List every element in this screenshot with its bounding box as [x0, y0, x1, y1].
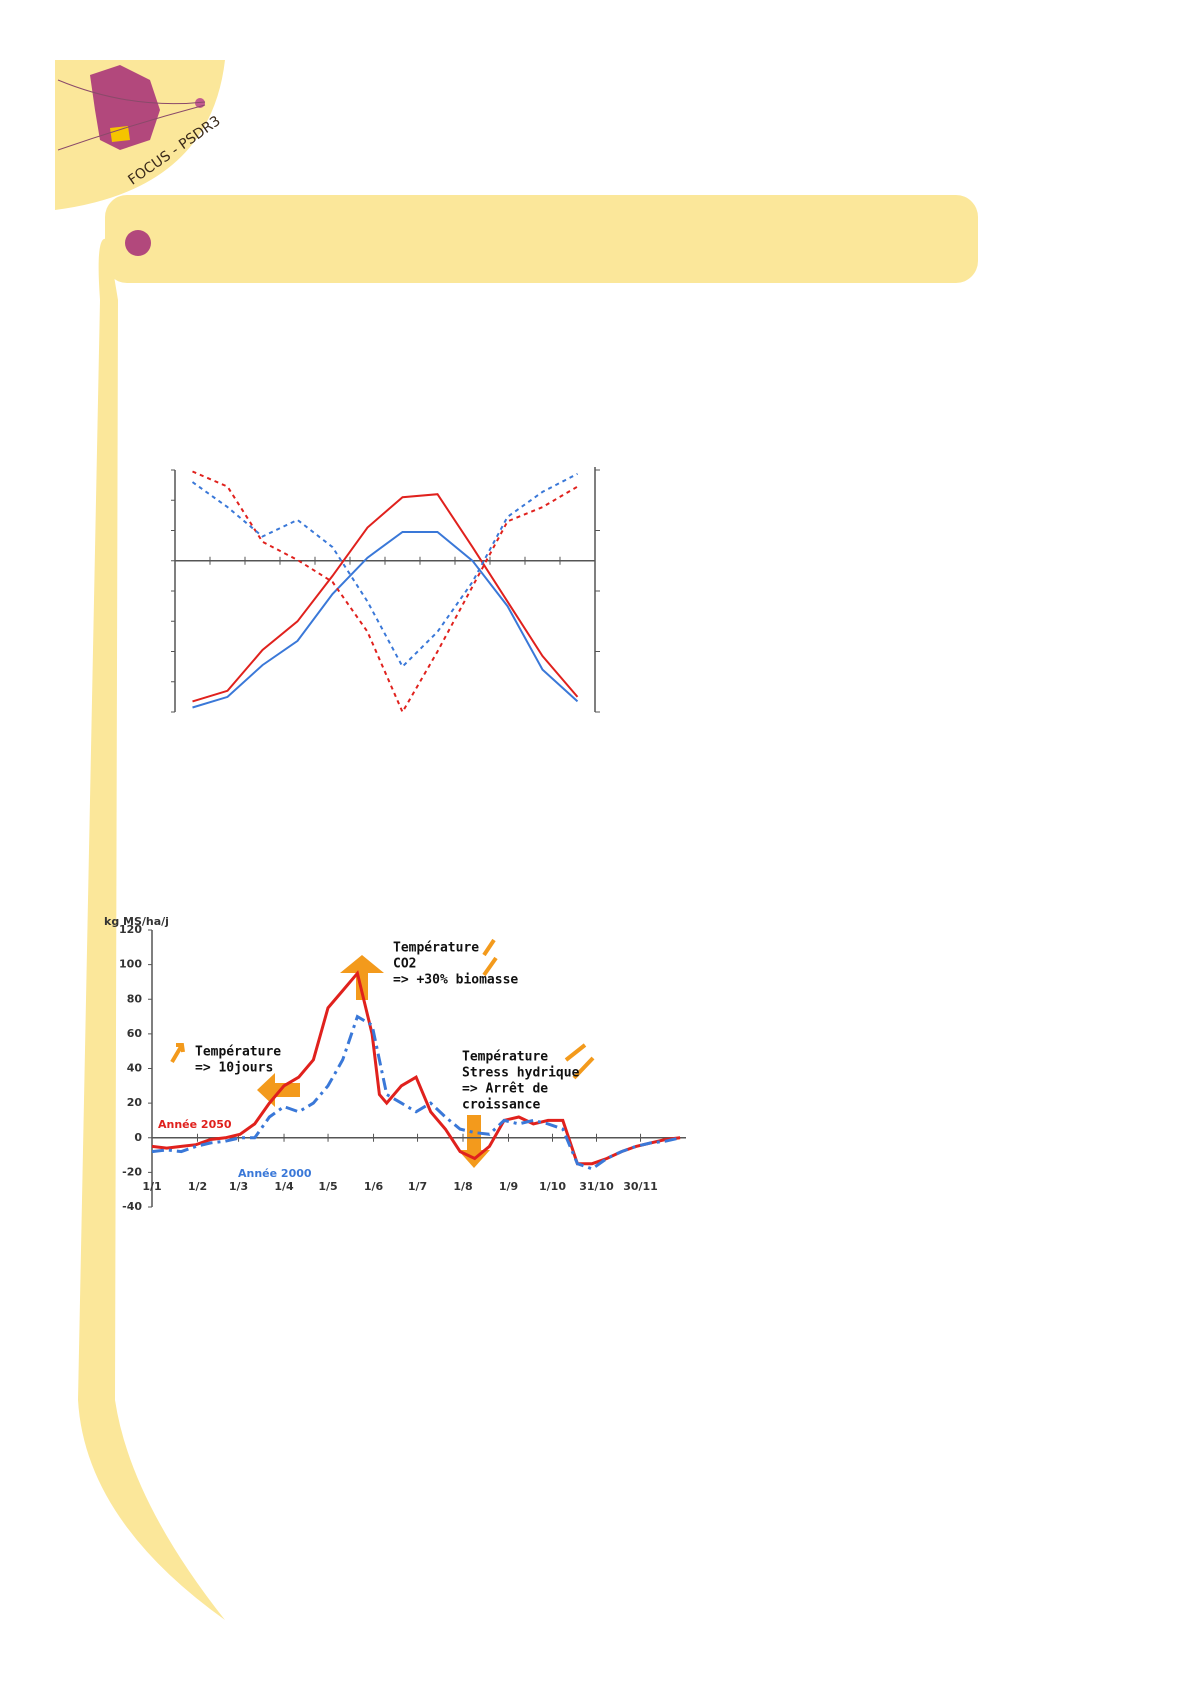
series-line: [192, 493, 579, 703]
annotation: CO2: [393, 957, 416, 972]
arrow-up: [340, 955, 384, 1000]
y-tick-label: -20: [122, 1165, 142, 1178]
y-tick-label: 120: [119, 923, 142, 936]
x-tick-label: 1/5: [318, 1180, 337, 1193]
y-tick-label: 40: [127, 1062, 143, 1075]
map-region: [110, 126, 130, 142]
x-tick-label: 1/1: [142, 1180, 161, 1193]
series-line: [192, 531, 579, 709]
annotation: => +30% biomasse: [393, 973, 518, 988]
mini-arrow: [564, 1043, 595, 1080]
x-tick-label: 1/3: [229, 1180, 248, 1193]
sidebar-label: PSDR Climfourel: [135, 1254, 202, 1457]
y-tick-label: 100: [119, 958, 142, 971]
annotation: Température: [393, 941, 479, 956]
series-line: [151, 1014, 681, 1171]
series-line: [151, 970, 681, 1166]
y-tick-label: 80: [127, 992, 143, 1005]
y-tick-label: -40: [122, 1200, 142, 1213]
x-tick-label: 1/4: [274, 1180, 294, 1193]
x-tick-label: 31/10: [579, 1180, 614, 1193]
y-axis-label: kg MS/ha/j: [104, 915, 169, 928]
orbit: [57, 79, 206, 151]
y-tick-label: 0: [134, 1131, 142, 1144]
map-shape: [90, 65, 160, 150]
x-tick-label: 1/7: [408, 1180, 427, 1193]
mini-arrow: [482, 938, 498, 977]
x-tick-label: 1/2: [188, 1180, 207, 1193]
series-line: [192, 470, 579, 715]
series-line: [191, 472, 578, 669]
annotation: Stress hydrique: [462, 1066, 580, 1081]
side-band: [78, 238, 225, 1620]
y-tick-label: 20: [127, 1096, 143, 1109]
x-tick-label: 1/10: [539, 1180, 566, 1193]
legend-label: Année 2000: [238, 1167, 312, 1180]
annotation: Température: [462, 1050, 548, 1065]
legend-label: Année 2050: [158, 1118, 232, 1131]
x-tick-label: 1/8: [453, 1180, 472, 1193]
x-tick-label: 1/6: [364, 1180, 384, 1193]
annotation: croissance: [462, 1098, 540, 1113]
bullet: [125, 230, 151, 256]
x-tick-label: 1/9: [499, 1180, 518, 1193]
annotation: => Arrêt de: [462, 1082, 548, 1097]
annotation: Température: [195, 1045, 281, 1060]
header-bar: [105, 195, 978, 283]
x-tick-label: 30/11: [623, 1180, 658, 1193]
mini-arrow: [170, 1043, 185, 1064]
y-tick-label: 60: [127, 1027, 143, 1040]
annotation: => 10jours: [195, 1061, 273, 1076]
